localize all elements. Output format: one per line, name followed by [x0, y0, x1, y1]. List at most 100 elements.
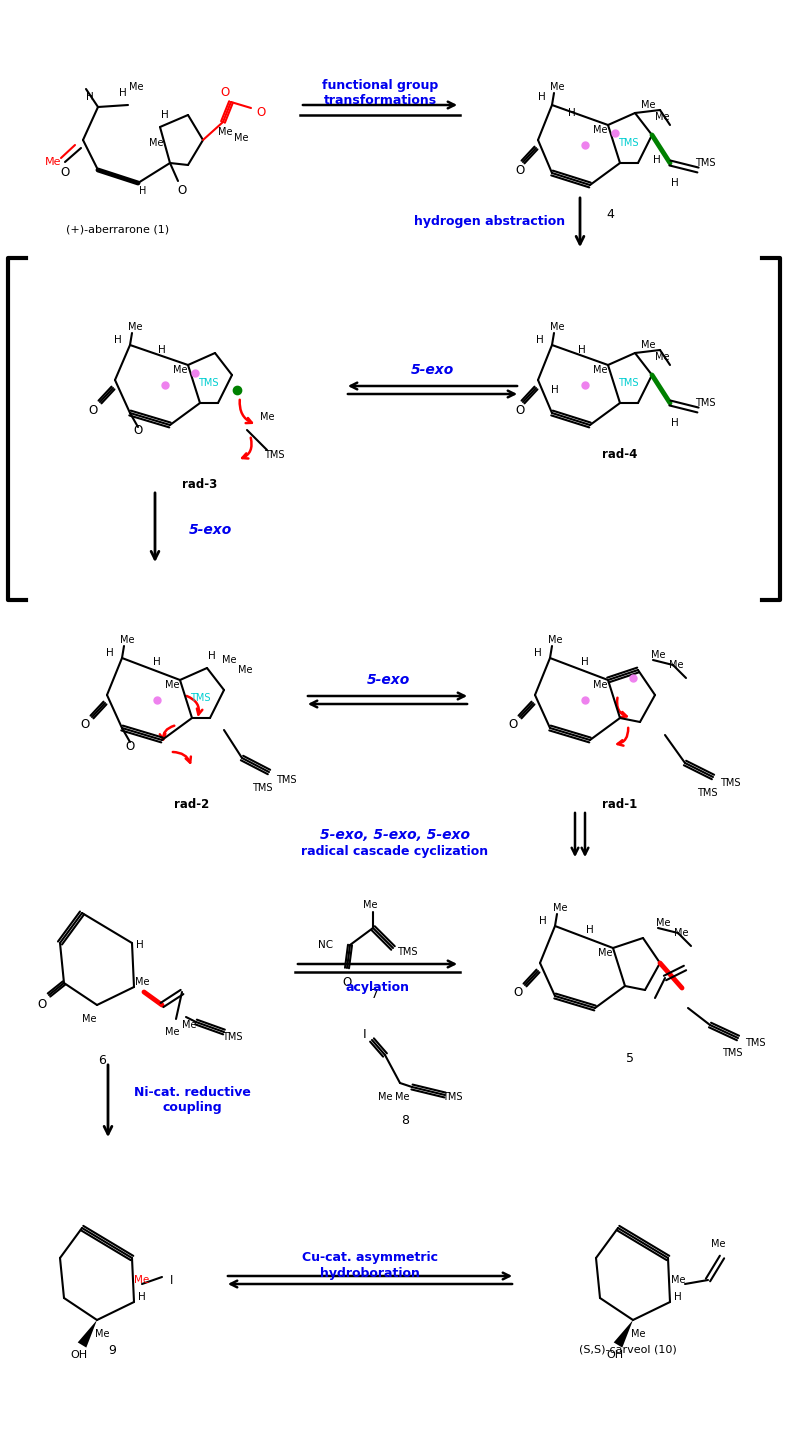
Text: H: H — [671, 178, 679, 188]
Text: O: O — [125, 739, 135, 752]
Text: H: H — [107, 649, 114, 659]
Text: Me: Me — [655, 352, 669, 362]
Text: Me: Me — [134, 1276, 150, 1286]
Text: H: H — [578, 345, 586, 355]
Text: O: O — [178, 184, 187, 197]
Text: H: H — [153, 657, 161, 667]
Text: Me: Me — [128, 322, 142, 332]
Text: 9: 9 — [108, 1343, 116, 1356]
Text: Me: Me — [641, 339, 655, 349]
Text: (S,S)-carveol (10): (S,S)-carveol (10) — [579, 1345, 677, 1355]
Text: OH: OH — [70, 1350, 88, 1360]
Text: Me: Me — [129, 82, 144, 92]
Text: 8: 8 — [401, 1113, 409, 1126]
Text: Me: Me — [234, 132, 249, 142]
Text: 5-exo: 5-exo — [189, 523, 232, 536]
Text: Me: Me — [222, 654, 236, 664]
FancyArrowPatch shape — [173, 752, 191, 762]
Text: Me: Me — [82, 1014, 96, 1024]
Text: O: O — [88, 404, 98, 417]
Text: Me: Me — [378, 1091, 392, 1102]
Text: rad-2: rad-2 — [174, 798, 210, 811]
Text: H: H — [140, 186, 147, 196]
Text: Me: Me — [550, 82, 564, 92]
Text: Me: Me — [669, 660, 683, 670]
Text: O: O — [514, 986, 522, 999]
Text: O: O — [61, 165, 69, 178]
Text: H: H — [536, 335, 544, 345]
Text: TMS: TMS — [618, 138, 638, 148]
Text: Me: Me — [165, 1027, 179, 1037]
Text: H: H — [671, 418, 679, 429]
Text: rad-3: rad-3 — [182, 479, 218, 492]
Text: TMS: TMS — [275, 775, 296, 785]
Text: TMS: TMS — [397, 948, 417, 958]
Text: 5-exo: 5-exo — [410, 362, 454, 377]
Text: H: H — [568, 108, 576, 118]
Text: Ni-cat. reductive: Ni-cat. reductive — [133, 1086, 250, 1099]
Text: Me: Me — [598, 948, 612, 958]
Text: 7: 7 — [371, 988, 379, 1001]
Text: H: H — [136, 940, 144, 951]
Text: TMS: TMS — [252, 784, 272, 792]
Text: TMS: TMS — [695, 158, 716, 168]
FancyArrowPatch shape — [618, 728, 628, 746]
Text: Me: Me — [260, 413, 275, 421]
Text: Me: Me — [641, 101, 655, 109]
Text: Me: Me — [149, 138, 163, 148]
Text: TMS: TMS — [618, 378, 638, 388]
Text: TMS: TMS — [697, 788, 717, 798]
Text: H: H — [208, 651, 216, 661]
Text: H: H — [534, 649, 542, 659]
Text: Me: Me — [95, 1329, 109, 1339]
Text: H: H — [538, 92, 546, 102]
Text: Me: Me — [671, 1276, 686, 1286]
Text: Cu-cat. asymmetric: Cu-cat. asymmetric — [302, 1251, 438, 1264]
Text: Me: Me — [674, 928, 688, 938]
Text: 6: 6 — [98, 1054, 106, 1067]
Text: H: H — [581, 657, 589, 667]
Text: NC: NC — [318, 940, 333, 951]
Text: Me: Me — [656, 917, 670, 928]
Text: Me: Me — [593, 125, 608, 135]
Text: H: H — [674, 1291, 682, 1301]
Text: rad-4: rad-4 — [602, 449, 638, 462]
Text: TMS: TMS — [189, 693, 210, 703]
Text: TMS: TMS — [720, 778, 740, 788]
Text: OH: OH — [607, 1350, 623, 1360]
Text: H: H — [158, 345, 166, 355]
FancyArrowPatch shape — [617, 697, 626, 718]
Text: O: O — [256, 105, 266, 118]
Text: acylation: acylation — [346, 982, 410, 995]
Text: Me: Me — [630, 1329, 645, 1339]
Text: Me: Me — [651, 650, 665, 660]
Text: (+)-aberrarone (1): (+)-aberrarone (1) — [66, 224, 170, 234]
Text: coupling: coupling — [163, 1102, 222, 1114]
Text: O: O — [37, 998, 47, 1011]
Text: Me: Me — [45, 157, 62, 167]
Text: Me: Me — [173, 365, 187, 375]
FancyArrowPatch shape — [240, 400, 252, 423]
Text: rad-1: rad-1 — [602, 798, 638, 811]
Text: O: O — [515, 164, 525, 177]
Text: Me: Me — [165, 680, 179, 690]
Text: Me: Me — [711, 1240, 725, 1250]
Text: I: I — [170, 1274, 174, 1287]
Polygon shape — [77, 1320, 97, 1347]
Text: H: H — [119, 88, 127, 98]
Text: H: H — [86, 92, 94, 102]
Text: O: O — [80, 719, 90, 732]
Text: 5: 5 — [626, 1051, 634, 1064]
Text: H: H — [586, 925, 594, 935]
Text: functional group: functional group — [322, 79, 438, 92]
Text: H: H — [552, 385, 559, 395]
Text: O: O — [133, 424, 143, 437]
Polygon shape — [614, 1320, 633, 1347]
Text: radical cascade cyclization: radical cascade cyclization — [301, 846, 488, 858]
Text: TMS: TMS — [198, 378, 219, 388]
Text: O: O — [220, 85, 230, 98]
Text: hydroboration: hydroboration — [320, 1267, 420, 1280]
Text: H: H — [539, 916, 547, 926]
Text: hydrogen abstraction: hydrogen abstraction — [414, 216, 566, 229]
Text: H: H — [114, 335, 122, 345]
